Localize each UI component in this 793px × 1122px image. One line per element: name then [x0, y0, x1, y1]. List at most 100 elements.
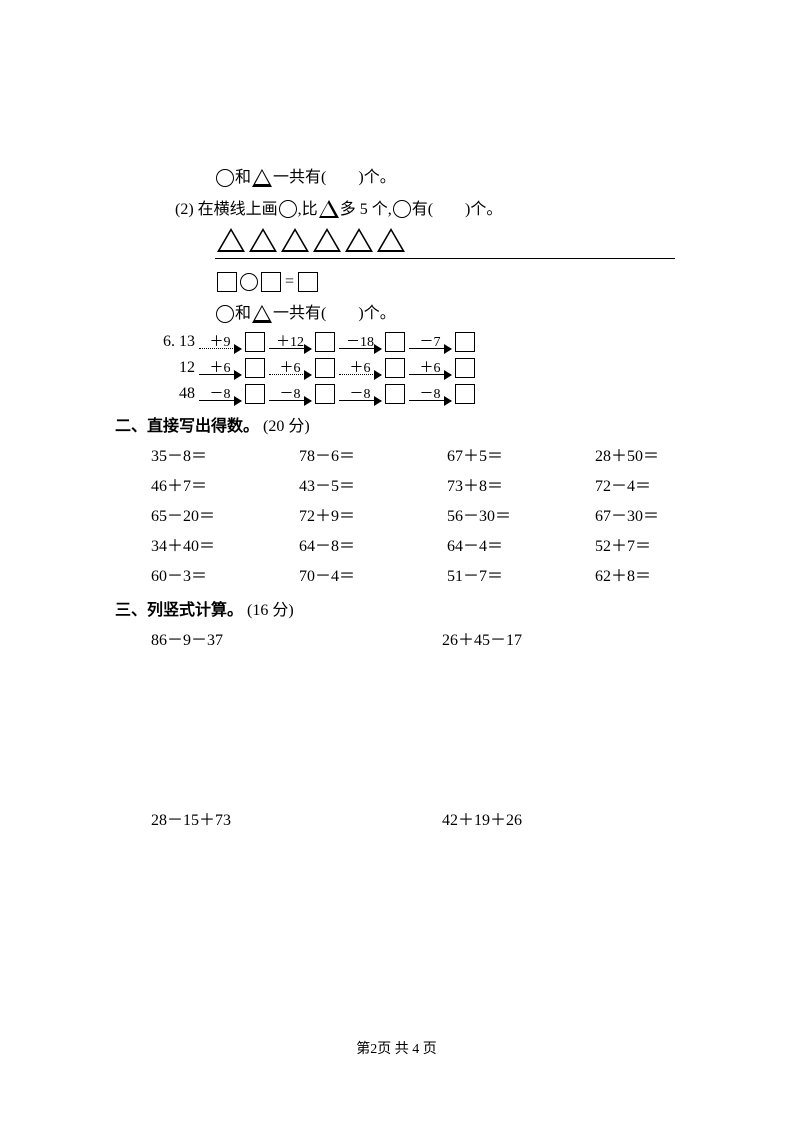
arrow-step: －8	[199, 388, 241, 402]
answer-box[interactable]	[455, 358, 475, 378]
square-blank[interactable]	[217, 272, 237, 292]
section3-title: 三、列竖式计算。	[115, 602, 243, 619]
arithmetic-problem: 46＋7＝	[151, 472, 289, 496]
work-space[interactable]	[115, 656, 733, 806]
arithmetic-problem: 43－5＝	[299, 472, 437, 496]
flow-row: 12 ＋6 ＋6 ＋6 ＋6	[145, 358, 733, 378]
answer-box[interactable]	[245, 358, 265, 378]
circle-icon	[393, 200, 411, 218]
section3-points: (16 分)	[247, 602, 294, 619]
arrow-step: ＋9	[199, 336, 241, 350]
flow-content: －8 －8 －8 －8	[197, 384, 477, 404]
triangle-icon	[313, 228, 341, 252]
answer-box[interactable]	[315, 332, 335, 352]
section3-header: 三、列竖式计算。 (16 分)	[115, 596, 733, 620]
problem: 28－15＋73	[151, 806, 442, 836]
arrow-icon	[409, 348, 451, 350]
answer-box[interactable]	[315, 384, 335, 404]
text: ,比	[298, 197, 318, 223]
answer-box[interactable]	[385, 384, 405, 404]
square-blank[interactable]	[261, 272, 281, 292]
answer-box[interactable]	[385, 358, 405, 378]
answer-box[interactable]	[315, 358, 335, 378]
arrow-step: －8	[339, 388, 381, 402]
arrow-step: ＋6	[409, 362, 451, 376]
arrow-step: －18	[339, 336, 381, 350]
arithmetic-problem: 65－20＝	[151, 502, 289, 526]
flow-content: ＋6 ＋6 ＋6 ＋6	[197, 358, 477, 378]
arrow-step: ＋6	[199, 362, 241, 376]
section3-row2: 28－15＋73 42＋19＋26	[151, 806, 733, 836]
flow-row: 6. 13 ＋9 ＋12 －18 －7	[145, 332, 733, 352]
text: 一共有(	[273, 301, 326, 327]
answer-box[interactable]	[245, 332, 265, 352]
page-footer: 第2页 共 4 页	[0, 1038, 793, 1058]
answer-box[interactable]	[245, 384, 265, 404]
text: (2) 在横线上画	[175, 197, 278, 223]
text: )个。	[358, 301, 395, 327]
triangle-icon	[281, 228, 309, 252]
arrow-icon	[339, 348, 381, 350]
section3-row1: 86－9－37 26＋45－17	[151, 626, 733, 656]
triangle-icon	[345, 228, 373, 252]
arithmetic-problem: 64－4＝	[447, 532, 585, 556]
square-blank[interactable]	[298, 272, 318, 292]
answer-box[interactable]	[385, 332, 405, 352]
arithmetic-problem: 67－30＝	[595, 502, 733, 526]
text: 和	[235, 165, 251, 191]
arrow-step: －8	[409, 388, 451, 402]
arithmetic-problem: 64－8＝	[299, 532, 437, 556]
triangle-icon	[319, 200, 339, 218]
arrow-step: ＋12	[269, 336, 311, 350]
answer-box[interactable]	[455, 384, 475, 404]
arrow-step: －8	[269, 388, 311, 402]
arithmetic-problem: 35－8＝	[151, 442, 289, 466]
circle-icon	[279, 200, 297, 218]
flow-label: 6. 13	[145, 333, 195, 351]
triangle-icon	[252, 305, 272, 323]
equals: =	[285, 269, 294, 295]
problem: 42＋19＋26	[442, 806, 733, 836]
circle-icon	[216, 305, 234, 323]
arithmetic-problem: 56－30＝	[447, 502, 585, 526]
arrow-icon	[199, 400, 241, 402]
triangle-row	[215, 228, 733, 252]
arrow-icon	[269, 374, 311, 376]
arithmetic-problem: 70－4＝	[299, 562, 437, 586]
arrow-icon	[199, 348, 241, 350]
flow-label: 12	[145, 359, 195, 377]
text: 和	[235, 301, 251, 327]
text: 多 5 个,	[340, 197, 392, 223]
triangle-icon	[217, 228, 245, 252]
text: )个。	[465, 197, 502, 223]
section2-grid: 35－8＝78－6＝67＋5＝28＋50＝46＋7＝43－5＝73＋8＝72－4…	[151, 442, 733, 586]
section2-title: 二、直接写出得数。	[115, 418, 259, 435]
arrow-icon	[409, 400, 451, 402]
section2-points: (20 分)	[263, 418, 310, 435]
arrow-step: ＋6	[269, 362, 311, 376]
arrow-icon	[199, 374, 241, 376]
section2-header: 二、直接写出得数。 (20 分)	[115, 412, 733, 436]
arrow-icon	[339, 400, 381, 402]
circle-blank[interactable]	[240, 273, 258, 291]
answer-box[interactable]	[455, 332, 475, 352]
q5-line2: (2) 在横线上画 ,比 多 5 个, 有( )个。	[175, 197, 733, 223]
arithmetic-problem: 67＋5＝	[447, 442, 585, 466]
horizontal-rule	[215, 258, 675, 259]
triangle-icon	[252, 169, 272, 187]
arithmetic-problem: 34＋40＝	[151, 532, 289, 556]
problem: 26＋45－17	[442, 626, 733, 656]
arithmetic-problem: 72＋9＝	[299, 502, 437, 526]
arithmetic-problem: 51－7＝	[447, 562, 585, 586]
arithmetic-problem: 78－6＝	[299, 442, 437, 466]
arithmetic-problem: 52＋7＝	[595, 532, 733, 556]
arrow-icon	[269, 348, 311, 350]
arrow-step: ＋6	[339, 362, 381, 376]
arrow-step: －7	[409, 336, 451, 350]
circle-icon	[216, 169, 234, 187]
text: 一共有(	[273, 165, 326, 191]
arithmetic-problem: 60－3＝	[151, 562, 289, 586]
arithmetic-problem: 62＋8＝	[595, 562, 733, 586]
q6-container: 6. 13＋9＋12－18－712＋6＋6＋6＋648－8－8－8－8	[115, 332, 733, 404]
arithmetic-problem: 72－4＝	[595, 472, 733, 496]
